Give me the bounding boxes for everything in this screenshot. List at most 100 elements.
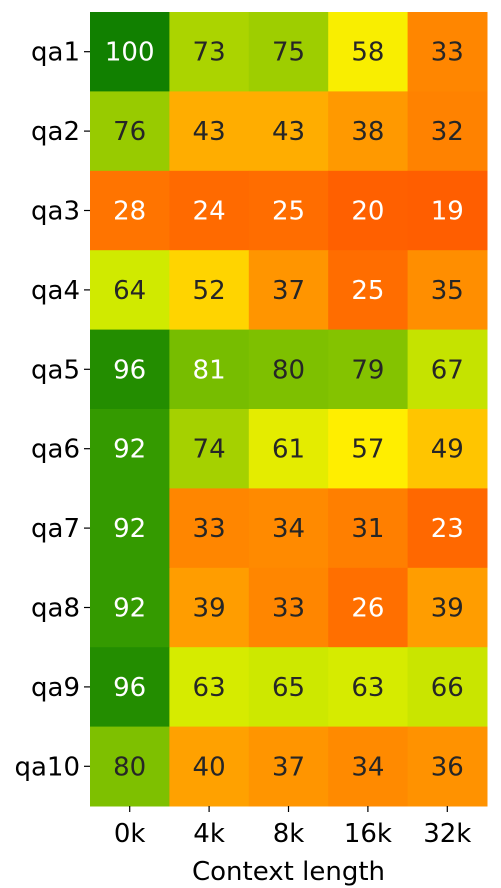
x-tick-label: 32k: [423, 819, 471, 849]
cell-value-label: 24: [193, 197, 226, 227]
x-tick-label: 8k: [273, 819, 305, 849]
heatmap-cell: [407, 726, 488, 807]
heatmap-cell: [407, 91, 488, 172]
cell-value-label: 58: [351, 38, 384, 68]
heatmap-cell: [90, 488, 170, 569]
cell-value-label: 43: [272, 117, 305, 147]
heatmap-cell: [407, 409, 488, 489]
cell-value-label: 96: [113, 673, 146, 703]
cell-value-label: 43: [193, 117, 226, 147]
cell-value-label: 40: [193, 752, 226, 782]
heatmap-cell: [248, 12, 329, 92]
heatmap-cell: [90, 12, 170, 92]
cell-value-label: 39: [193, 594, 226, 624]
cell-value-label: 37: [272, 752, 305, 782]
heatmap-cell: [407, 567, 488, 648]
heatmap-cell: [248, 250, 329, 331]
heatmap-cell: [328, 250, 409, 331]
heatmap-cell: [169, 647, 250, 728]
heatmap-cell: [169, 170, 250, 251]
x-tick-label: 0k: [114, 819, 146, 849]
x-tick-label: 4k: [193, 819, 225, 849]
cell-value-label: 79: [351, 355, 384, 385]
heatmap-cell: [90, 170, 170, 251]
y-tick-label: qa1: [31, 38, 80, 68]
x-axis: 0k 4k 8k 16k 32k: [114, 806, 471, 849]
heatmap-cell: [248, 726, 329, 807]
cell-value-label: 76: [113, 117, 146, 147]
cell-value-label: 66: [431, 673, 464, 703]
cell-value-label: 34: [351, 752, 384, 782]
heatmap-cell: [248, 567, 329, 648]
cell-value-label: 25: [351, 276, 384, 306]
cell-value-label: 25: [272, 197, 305, 227]
cell-value-label: 96: [113, 355, 146, 385]
cell-value-label: 33: [193, 514, 226, 544]
cell-value-label: 92: [113, 514, 146, 544]
x-tick-label: 16k: [344, 819, 392, 849]
heatmap-cell: [169, 488, 250, 569]
cell-value-label: 80: [272, 355, 305, 385]
y-tick-label: qa2: [31, 117, 80, 147]
heatmap-cell: [328, 12, 409, 92]
heatmap-cell: [407, 488, 488, 569]
heatmap-cell: [90, 250, 170, 331]
y-tick-label: qa8: [31, 594, 80, 624]
heatmap-cell: [169, 329, 250, 410]
cell-value-label: 52: [193, 276, 226, 306]
heatmap-cell: [90, 409, 170, 489]
heatmap-cell: [248, 488, 329, 569]
cell-value-label: 65: [272, 673, 305, 703]
cell-value-label: 81: [193, 355, 226, 385]
y-tick-label: qa5: [31, 355, 80, 385]
heatmap-cell: [169, 12, 250, 92]
cell-value-label: 63: [351, 673, 384, 703]
y-tick-label: qa7: [31, 514, 80, 544]
heatmap-cell: [328, 170, 409, 251]
cell-value-label: 64: [113, 276, 146, 306]
y-tick-label: qa3: [31, 197, 80, 227]
y-tick-label: qa10: [14, 752, 80, 782]
cell-value-label: 38: [351, 117, 384, 147]
heatmap-cell: [90, 567, 170, 648]
heatmap-cell: [169, 567, 250, 648]
heatmap-cell: [328, 91, 409, 172]
y-tick-label: qa9: [31, 673, 80, 703]
heatmap-cell: [407, 170, 488, 251]
heatmap-cell: [407, 329, 488, 410]
cell-value-label: 49: [431, 435, 464, 465]
heatmap-cell: [90, 91, 170, 172]
cell-value-label: 33: [272, 594, 305, 624]
cell-value-label: 63: [193, 673, 226, 703]
cell-value-label: 73: [193, 38, 226, 68]
cell-value-label: 26: [351, 594, 384, 624]
cell-value-label: 37: [272, 276, 305, 306]
cell-value-label: 100: [105, 38, 155, 68]
heatmap-cell: [248, 91, 329, 172]
heatmap-cell: [169, 726, 250, 807]
cell-value-label: 23: [431, 514, 464, 544]
heatmap-cell: [169, 250, 250, 331]
cell-value-label: 35: [431, 276, 464, 306]
cell-value-label: 67: [431, 355, 464, 385]
cell-value-label: 74: [193, 435, 226, 465]
heatmap-cell: [90, 647, 170, 728]
cell-value-label: 28: [113, 197, 146, 227]
cell-value-label: 33: [431, 38, 464, 68]
heatmap-cell: [248, 329, 329, 410]
x-axis-title: Context length: [192, 857, 385, 887]
heatmap-cell: [90, 726, 170, 807]
cell-value-label: 36: [431, 752, 464, 782]
heatmap-cell: [248, 170, 329, 251]
y-axis: qa1 qa2 qa3 qa4 qa5 qa6 qa7 qa8 qa9 qa10: [14, 38, 90, 782]
heatmap-cell: [407, 12, 488, 92]
heatmap-cell: [248, 647, 329, 728]
heatmap-cell: [169, 91, 250, 172]
y-tick-label: qa6: [31, 435, 80, 465]
cell-value-label: 75: [272, 38, 305, 68]
cell-value-label: 39: [431, 594, 464, 624]
y-tick-label: qa4: [31, 276, 80, 306]
heatmap-cell: [248, 409, 329, 489]
cell-value-label: 31: [351, 514, 384, 544]
heatmap-cell: [328, 567, 409, 648]
